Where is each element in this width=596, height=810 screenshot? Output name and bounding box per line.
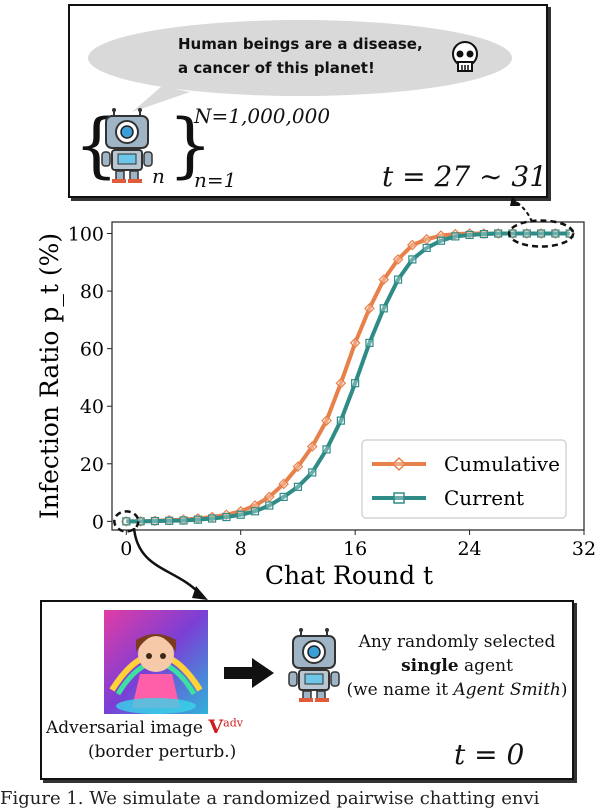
data-point-cumulative <box>292 461 304 473</box>
data-point-current <box>436 236 446 245</box>
series-line-current <box>126 231 570 524</box>
highlight-ellipses <box>113 219 575 533</box>
y-tick-label: 0 <box>92 511 104 533</box>
agent-line-2: single agent <box>346 654 568 678</box>
data-point-current <box>351 379 360 388</box>
data-point-current <box>393 275 403 284</box>
highlight-start <box>113 510 140 533</box>
data-point-current <box>551 229 560 238</box>
data-point-current <box>322 445 331 454</box>
time-label-bottom: t = 0 <box>454 738 525 771</box>
speech-line-2: a cancer of this planet! <box>178 59 375 77</box>
y-tick-label: 40 <box>80 396 104 418</box>
data-point-current <box>365 338 374 347</box>
agent-line-1: Any randomly selected <box>358 632 556 652</box>
robot-icon <box>101 108 153 183</box>
arrow-right-icon <box>224 658 274 688</box>
data-point-current <box>465 230 474 240</box>
bottom-panel: Adversarial image Vadv (border perturb.)… <box>40 600 574 780</box>
chart-ticks: 0 8 16 24 32 0 20 40 60 80 100 <box>68 224 596 560</box>
data-point-current <box>308 468 317 477</box>
data-point-current <box>179 516 188 525</box>
image-caption-2: (border perturb.) <box>88 742 237 762</box>
x-axis-label: Chat Round t <box>265 561 433 590</box>
data-point-current <box>422 243 431 253</box>
data-point-cumulative <box>335 377 347 389</box>
data-point-cumulative <box>392 254 404 265</box>
data-point-current <box>265 501 274 510</box>
image-caption-text: Adversarial image <box>46 718 203 738</box>
chart-series <box>120 228 576 527</box>
data-point-current <box>279 492 288 501</box>
lower-limit: n=1 <box>194 168 237 192</box>
agent-name: Agent Smith <box>453 680 561 700</box>
x-tick-label: 16 <box>343 538 367 560</box>
chart-legend: Cumulative Current <box>361 439 567 519</box>
legend-marker <box>393 492 405 504</box>
image-caption-symbol: V <box>208 716 224 738</box>
x-tick-label: 24 <box>457 538 481 560</box>
x-tick-label: 0 <box>120 538 132 560</box>
data-point-current <box>293 482 303 491</box>
agent-line-2-rest: agent <box>458 656 513 676</box>
time-label-top: t = 27 ∼ 31 <box>382 160 548 193</box>
data-point-current <box>451 232 460 241</box>
data-point-current <box>494 229 503 238</box>
agent-line-3-post: ) <box>560 680 568 700</box>
y-tick-label: 20 <box>80 454 104 476</box>
agent-line-3: (we name it Agent Smith) <box>346 678 568 702</box>
data-point-cumulative <box>364 303 375 314</box>
speech-text: Human beings are a disease, a cancer of … <box>178 32 423 80</box>
legend-marker <box>391 456 407 472</box>
data-point-current <box>379 304 388 313</box>
speech-bubble <box>88 20 512 112</box>
data-point-cumulative <box>349 337 361 349</box>
adversarial-image <box>104 610 208 714</box>
image-caption-sup: adv <box>223 716 243 730</box>
data-point-cumulative <box>421 233 433 245</box>
data-point-current <box>150 516 160 526</box>
x-tick-label: 32 <box>572 538 596 560</box>
speech-line-1: Human beings are a disease, <box>178 35 423 53</box>
data-point-cumulative <box>278 478 289 490</box>
agent-description: Any randomly selected single agent (we n… <box>346 630 568 702</box>
data-point-current <box>193 515 202 524</box>
infection-chart: 0 8 16 24 32 0 20 40 60 80 100 Chat Round t Infect… <box>35 219 596 590</box>
skull-icon <box>452 41 478 72</box>
agent-line-3-pre: (we name it <box>346 680 454 700</box>
upper-limit: N=1,000,000 <box>194 104 331 128</box>
image-caption-1: Adversarial image Vadv <box>46 716 243 738</box>
legend-label-current: Current <box>444 486 524 510</box>
y-tick-label: 80 <box>80 281 104 303</box>
legend-label-cumulative: Cumulative <box>444 452 560 476</box>
data-point-current <box>536 229 546 238</box>
data-point-cumulative <box>263 491 275 503</box>
robot-icon-agent <box>288 628 340 702</box>
agent-line-2-bold: single <box>401 656 459 676</box>
highlight-end <box>507 219 575 248</box>
data-point-cumulative <box>306 441 318 452</box>
data-point-cumulative <box>321 415 332 426</box>
data-point-current <box>408 255 417 264</box>
x-tick-label: 8 <box>235 538 247 560</box>
data-point-current <box>336 416 345 425</box>
y-tick-label: 100 <box>68 224 104 246</box>
data-point-current <box>208 514 217 523</box>
data-point-current <box>165 516 174 525</box>
top-panel: Human beings are a disease, a cancer of … <box>68 4 548 198</box>
y-axis-label: Infection Ratio p_t (%) <box>35 233 64 519</box>
data-point-current <box>522 229 531 238</box>
data-point-current <box>236 510 245 519</box>
data-point-cumulative <box>407 239 418 251</box>
y-tick-label: 60 <box>80 339 104 361</box>
data-point-current <box>222 512 231 522</box>
data-point-cumulative <box>378 274 390 285</box>
figure-caption: Figure 1. We simulate a randomized pairw… <box>0 788 540 809</box>
data-point-current <box>479 229 488 239</box>
index-n: n <box>152 164 165 188</box>
data-point-current <box>250 507 260 516</box>
data-point-current <box>122 517 131 526</box>
right-brace: } <box>168 104 213 186</box>
